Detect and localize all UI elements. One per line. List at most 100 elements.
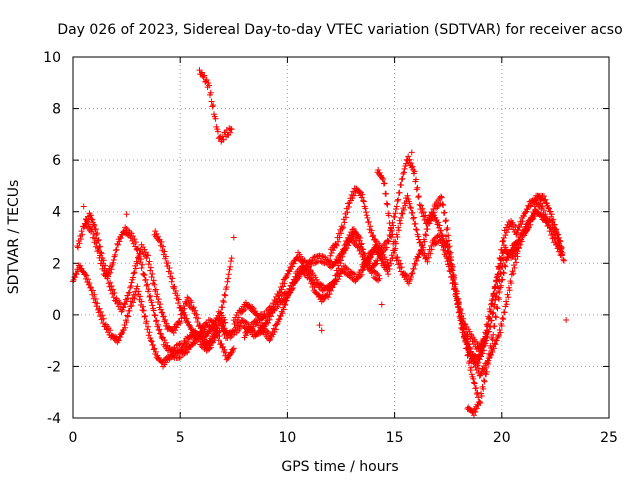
data-point [364, 261, 371, 268]
data-point [430, 209, 437, 216]
data-point [110, 259, 117, 266]
data-point [361, 252, 368, 259]
data-point [348, 274, 355, 281]
data-point [130, 233, 137, 240]
data-point [503, 257, 510, 264]
data-point [387, 227, 394, 234]
data-point [492, 341, 499, 348]
data-point [151, 345, 158, 352]
data-point [220, 299, 227, 306]
data-point [384, 201, 391, 208]
data-point [386, 220, 393, 227]
data-point [439, 201, 446, 208]
data-point [476, 352, 483, 359]
data-point [131, 295, 138, 302]
data-point [473, 391, 480, 398]
data-point [140, 271, 147, 278]
data-point [360, 246, 367, 253]
data-point [170, 329, 177, 336]
data-point [182, 311, 189, 318]
x-tick-label: 5 [176, 430, 185, 446]
data-point [490, 290, 497, 297]
data-point [140, 270, 147, 277]
data-point [505, 226, 512, 233]
data-point [282, 301, 289, 308]
data-point [420, 244, 427, 251]
chart-title: Day 026 of 2023, Sidereal Day-to-day VTE… [57, 22, 622, 38]
data-point [215, 337, 222, 344]
data-point [480, 347, 487, 354]
data-point [358, 241, 365, 248]
data-point [506, 287, 513, 294]
data-point [386, 265, 393, 272]
data-point [410, 214, 417, 221]
data-point [305, 269, 312, 276]
data-point [261, 325, 268, 332]
data-point [474, 389, 481, 396]
data-point [365, 218, 372, 225]
data-point [406, 156, 413, 163]
data-point [170, 353, 177, 360]
data-point [141, 272, 148, 279]
data-point [349, 195, 356, 202]
data-point [510, 247, 517, 254]
data-point [140, 303, 147, 310]
data-point [354, 275, 361, 282]
data-point [415, 193, 422, 200]
data-point [115, 241, 122, 248]
x-tick-label: 15 [386, 430, 404, 446]
data-point [548, 219, 555, 226]
data-point [77, 236, 84, 243]
data-point [356, 188, 363, 195]
data-point [120, 304, 127, 311]
data-point [92, 295, 99, 302]
data-point [105, 280, 112, 287]
data-point [411, 168, 418, 175]
data-point [137, 256, 144, 263]
data-point [385, 238, 392, 245]
data-point [408, 270, 415, 277]
data-point [420, 209, 427, 216]
data-point [221, 346, 228, 353]
data-point [407, 204, 414, 211]
data-point [227, 263, 234, 270]
data-point [533, 201, 540, 208]
data-point [108, 283, 115, 290]
data-point [152, 348, 159, 355]
data-point [152, 286, 159, 293]
data-point [111, 289, 118, 296]
data-point [163, 320, 170, 327]
data-point [133, 246, 140, 253]
data-point [408, 149, 415, 156]
data-point [316, 292, 323, 299]
data-point [219, 304, 226, 311]
data-point [470, 375, 477, 382]
data-point [408, 160, 415, 167]
data-point [515, 227, 522, 234]
data-point [254, 312, 261, 319]
data-point [428, 246, 435, 253]
data-point [438, 193, 445, 200]
data-point [181, 350, 188, 357]
data-point [182, 349, 189, 356]
data-point [380, 258, 387, 265]
data-point [195, 315, 202, 322]
data-point [275, 295, 282, 302]
data-point [128, 230, 135, 237]
data-point [227, 258, 234, 265]
data-point [235, 314, 242, 321]
data-point [115, 337, 122, 344]
data-point [483, 321, 490, 328]
data-point [222, 349, 229, 356]
data-point [358, 271, 365, 278]
data-point [110, 294, 117, 301]
data-point [73, 271, 80, 278]
data-point [214, 128, 221, 135]
data-point [150, 277, 157, 284]
data-point [398, 264, 405, 271]
data-point [266, 316, 273, 323]
data-point [557, 238, 564, 245]
data-point [100, 315, 107, 322]
data-point [439, 240, 446, 247]
